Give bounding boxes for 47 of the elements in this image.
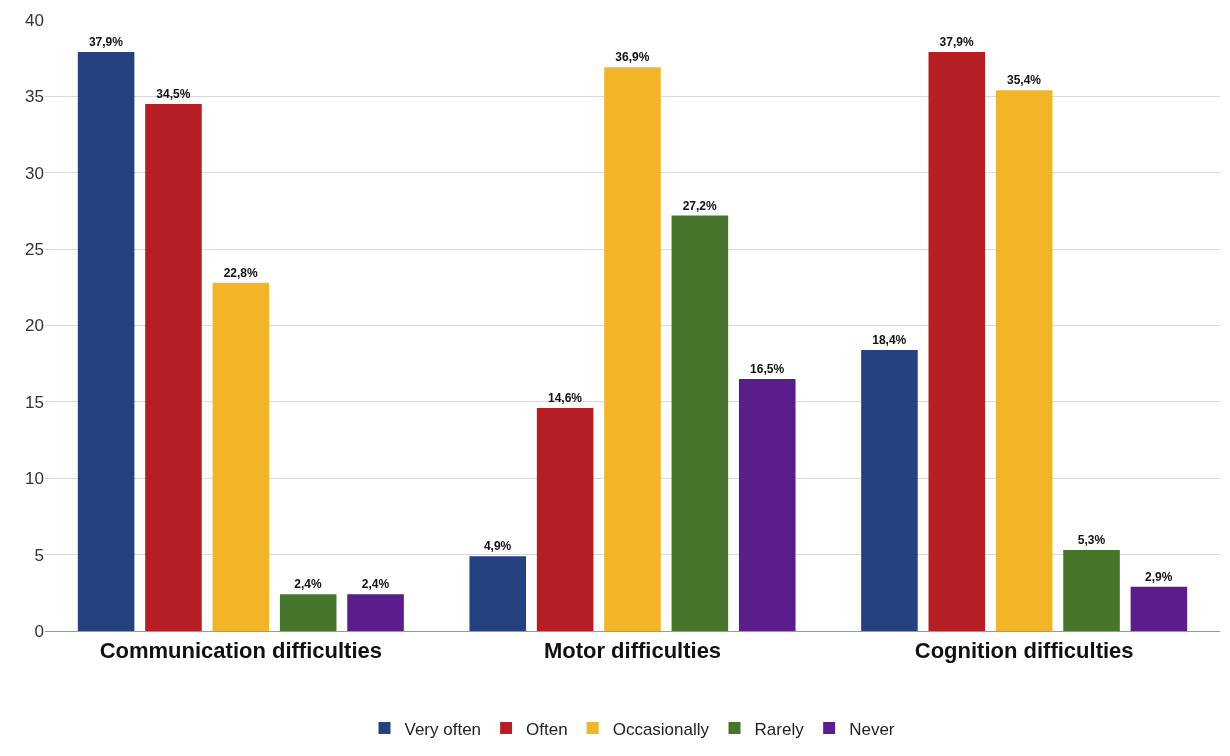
- bar: [928, 52, 986, 631]
- y-tick-label: 5: [34, 545, 44, 565]
- y-tick-label: 15: [25, 392, 44, 412]
- data-label: 18,4%: [872, 332, 907, 347]
- bar: [279, 594, 337, 631]
- bar: [1063, 550, 1120, 631]
- y-tick-label: 25: [25, 240, 44, 260]
- data-label: 34,5%: [156, 87, 191, 102]
- legend-label: Very often: [404, 719, 482, 739]
- bar: [347, 594, 404, 631]
- data-label: 36,9%: [615, 50, 650, 65]
- legend-label: Occasionally: [612, 719, 710, 739]
- data-label: 37,9%: [939, 35, 974, 50]
- y-tick-label: 30: [25, 163, 44, 183]
- bar: [1130, 586, 1188, 631]
- data-label: 37,9%: [88, 35, 124, 50]
- bar: [995, 90, 1053, 631]
- bar: [861, 349, 918, 631]
- data-label: 5,3%: [1077, 533, 1106, 548]
- data-label: 27,2%: [682, 198, 718, 213]
- legend-label: Never: [849, 719, 895, 739]
- y-tick-label: 40: [25, 10, 44, 30]
- data-label: 14,6%: [547, 390, 583, 405]
- x-tick-label: Motor difficulties: [543, 638, 722, 664]
- y-tick-label: 35: [25, 87, 44, 107]
- y-tick-label: 0: [34, 621, 44, 641]
- data-label: 22,8%: [223, 265, 259, 280]
- bar: [738, 378, 796, 631]
- data-label: 4,9%: [483, 539, 512, 554]
- data-label: 35,4%: [1006, 73, 1042, 88]
- bar: [469, 556, 527, 631]
- legend-label: Often: [526, 719, 568, 739]
- legend-label: Rarely: [754, 719, 805, 739]
- y-tick-label: 10: [25, 469, 44, 489]
- bar: [77, 52, 135, 631]
- data-label: 2,9%: [1145, 569, 1173, 584]
- bar: [145, 104, 202, 631]
- data-label: 2,4%: [294, 577, 323, 592]
- x-tick-label: Cognition difficulties: [914, 638, 1134, 664]
- data-label: 16,5%: [750, 361, 785, 376]
- bar: [536, 407, 594, 631]
- bar: [212, 282, 270, 631]
- y-tick-label: 20: [25, 316, 44, 336]
- x-tick-label: Communication difficulties: [99, 638, 383, 664]
- bar: [671, 215, 729, 631]
- data-label: 2,4%: [361, 577, 390, 592]
- bar: [604, 67, 661, 631]
